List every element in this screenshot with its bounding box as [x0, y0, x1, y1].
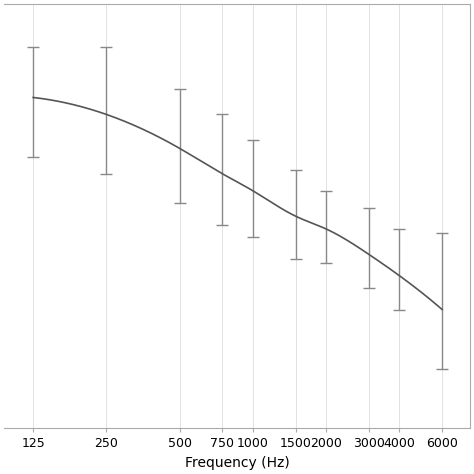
X-axis label: Frequency (Hz): Frequency (Hz)	[185, 456, 289, 470]
